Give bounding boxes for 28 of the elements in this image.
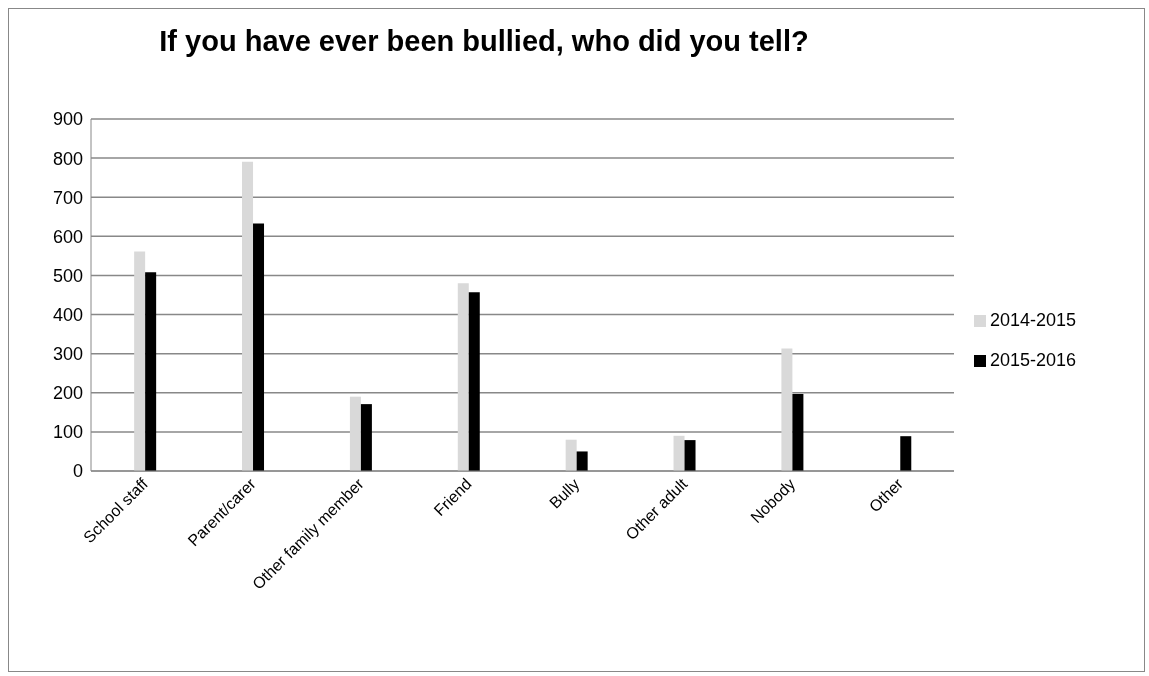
bar (242, 161, 254, 471)
y-tick-label: 500 (52, 265, 83, 286)
bar (253, 223, 265, 471)
y-tick-label: 700 (52, 187, 83, 208)
bar (457, 283, 469, 471)
legend-label: 2015-2016 (990, 350, 1077, 370)
bar (900, 436, 912, 471)
bar (673, 435, 685, 471)
bar (792, 393, 804, 471)
legend-label: 2014-2015 (990, 310, 1077, 330)
bar (349, 396, 361, 471)
y-tick-label: 600 (52, 226, 83, 247)
bar (360, 404, 372, 471)
bar (145, 272, 157, 471)
y-tick-label: 900 (52, 109, 83, 130)
bar (134, 251, 146, 471)
bar (781, 348, 793, 471)
bar (468, 292, 480, 471)
bar (684, 440, 696, 471)
chart-title: If you have ever been bullied, who did you tell? (158, 25, 810, 58)
y-tick-label: 100 (52, 422, 83, 443)
y-tick-label: 0 (72, 461, 83, 482)
bar (565, 439, 577, 471)
y-tick-label: 200 (52, 383, 83, 404)
y-tick-label: 800 (52, 148, 83, 169)
bar (576, 451, 588, 471)
y-tick-label: 400 (52, 304, 83, 325)
y-tick-label: 300 (52, 344, 83, 365)
